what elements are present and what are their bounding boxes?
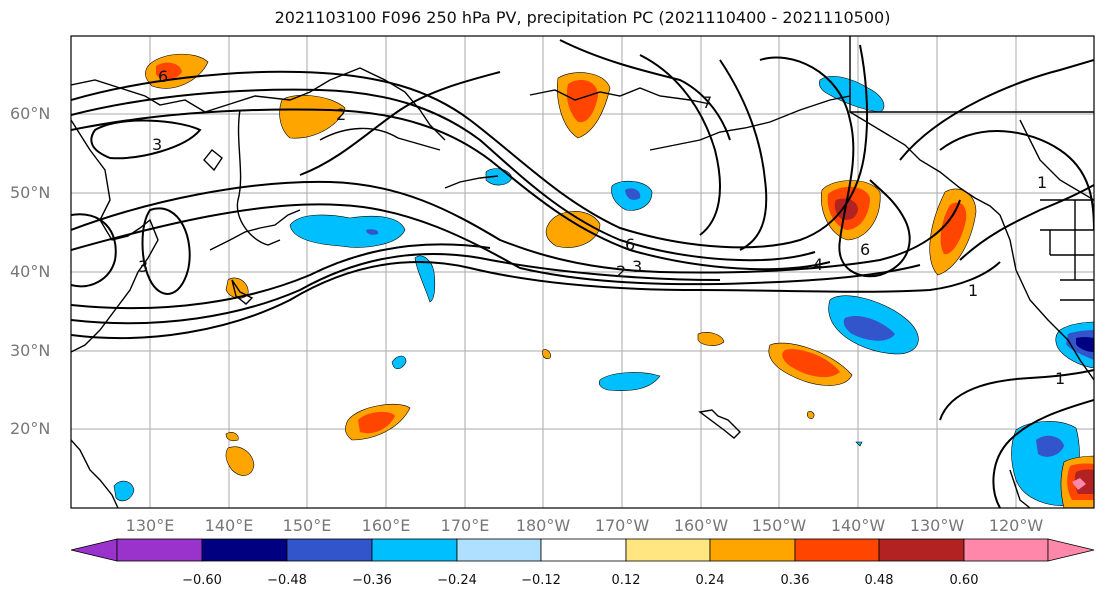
lat-label: 50°N [10, 183, 51, 202]
contour-label: 1 [1037, 173, 1047, 192]
contour-label: 6 [860, 240, 870, 259]
colorbar-segment [116, 538, 203, 562]
colorbar-tick: 0.12 [611, 573, 641, 588]
colorbar-tick: −0.60 [182, 573, 222, 588]
lon-label: 160°W [673, 516, 729, 535]
lon-label: 140°E [204, 516, 254, 535]
plot-title: 2021103100 F096 250 hPa PV, precipitatio… [274, 8, 891, 27]
contour-label: 1 [968, 281, 978, 300]
lat-label: 20°N [10, 419, 51, 438]
lon-label: 170°W [594, 516, 650, 535]
colorbar-tick: −0.24 [437, 573, 477, 588]
colorbar-tick: 0.60 [949, 573, 979, 588]
contour-label: 2 [336, 105, 346, 124]
colorbar-tick: −0.12 [521, 573, 561, 588]
contour-label: 1 [1055, 369, 1065, 388]
pv-contours [71, 39, 1094, 508]
colorbar-tick: −0.48 [267, 573, 307, 588]
colorbar-tick: −0.36 [352, 573, 392, 588]
colorbar-segment [286, 538, 373, 562]
lon-label: 170°E [440, 516, 490, 535]
colorbar-segment [371, 538, 458, 562]
contour-label: 3 [138, 257, 148, 276]
colorbar-tick: 0.36 [780, 573, 810, 588]
precipitation-shading [113, 53, 1094, 508]
colorbar [70, 538, 1095, 562]
colorbar-extend-low [70, 538, 118, 562]
lon-label: 160°E [361, 516, 411, 535]
gridlines [71, 36, 1094, 508]
contour-label: 2 [616, 262, 626, 281]
colorbar-segment [201, 538, 288, 562]
contour-label: 6 [158, 67, 168, 86]
contour-label: 7 [702, 93, 712, 112]
lon-label: 130°E [125, 516, 175, 535]
colorbar-tick: 0.48 [864, 573, 894, 588]
lat-label: 60°N [10, 104, 51, 123]
contour-label: 4 [813, 255, 823, 274]
colorbar-tick: 0.24 [695, 573, 725, 588]
map-frame [70, 35, 1095, 509]
lon-label: 150°W [751, 516, 807, 535]
colorbar-segment [540, 538, 627, 562]
colorbar-segment [709, 538, 796, 562]
lat-label: 30°N [10, 341, 51, 360]
contour-labels: 6 3 6 2 3 4 6 1 1 7 3 2 1 [138, 67, 1065, 388]
contour-label: 3 [632, 257, 642, 276]
lon-label: 120°W [988, 516, 1044, 535]
colorbar-segment [456, 538, 542, 562]
lon-label: 130°W [909, 516, 965, 535]
lat-label: 40°N [10, 262, 51, 281]
lon-label: 150°E [282, 516, 332, 535]
coastlines [71, 36, 1094, 508]
contour-label: 6 [625, 235, 635, 254]
colorbar-segment [794, 538, 880, 562]
colorbar-extend-high [1047, 538, 1095, 562]
colorbar-segment [625, 538, 711, 562]
lon-label: 140°W [830, 516, 886, 535]
colorbar-segment [963, 538, 1049, 562]
colorbar-segment [878, 538, 965, 562]
lon-label: 180°W [515, 516, 571, 535]
contour-label: 3 [152, 135, 162, 154]
